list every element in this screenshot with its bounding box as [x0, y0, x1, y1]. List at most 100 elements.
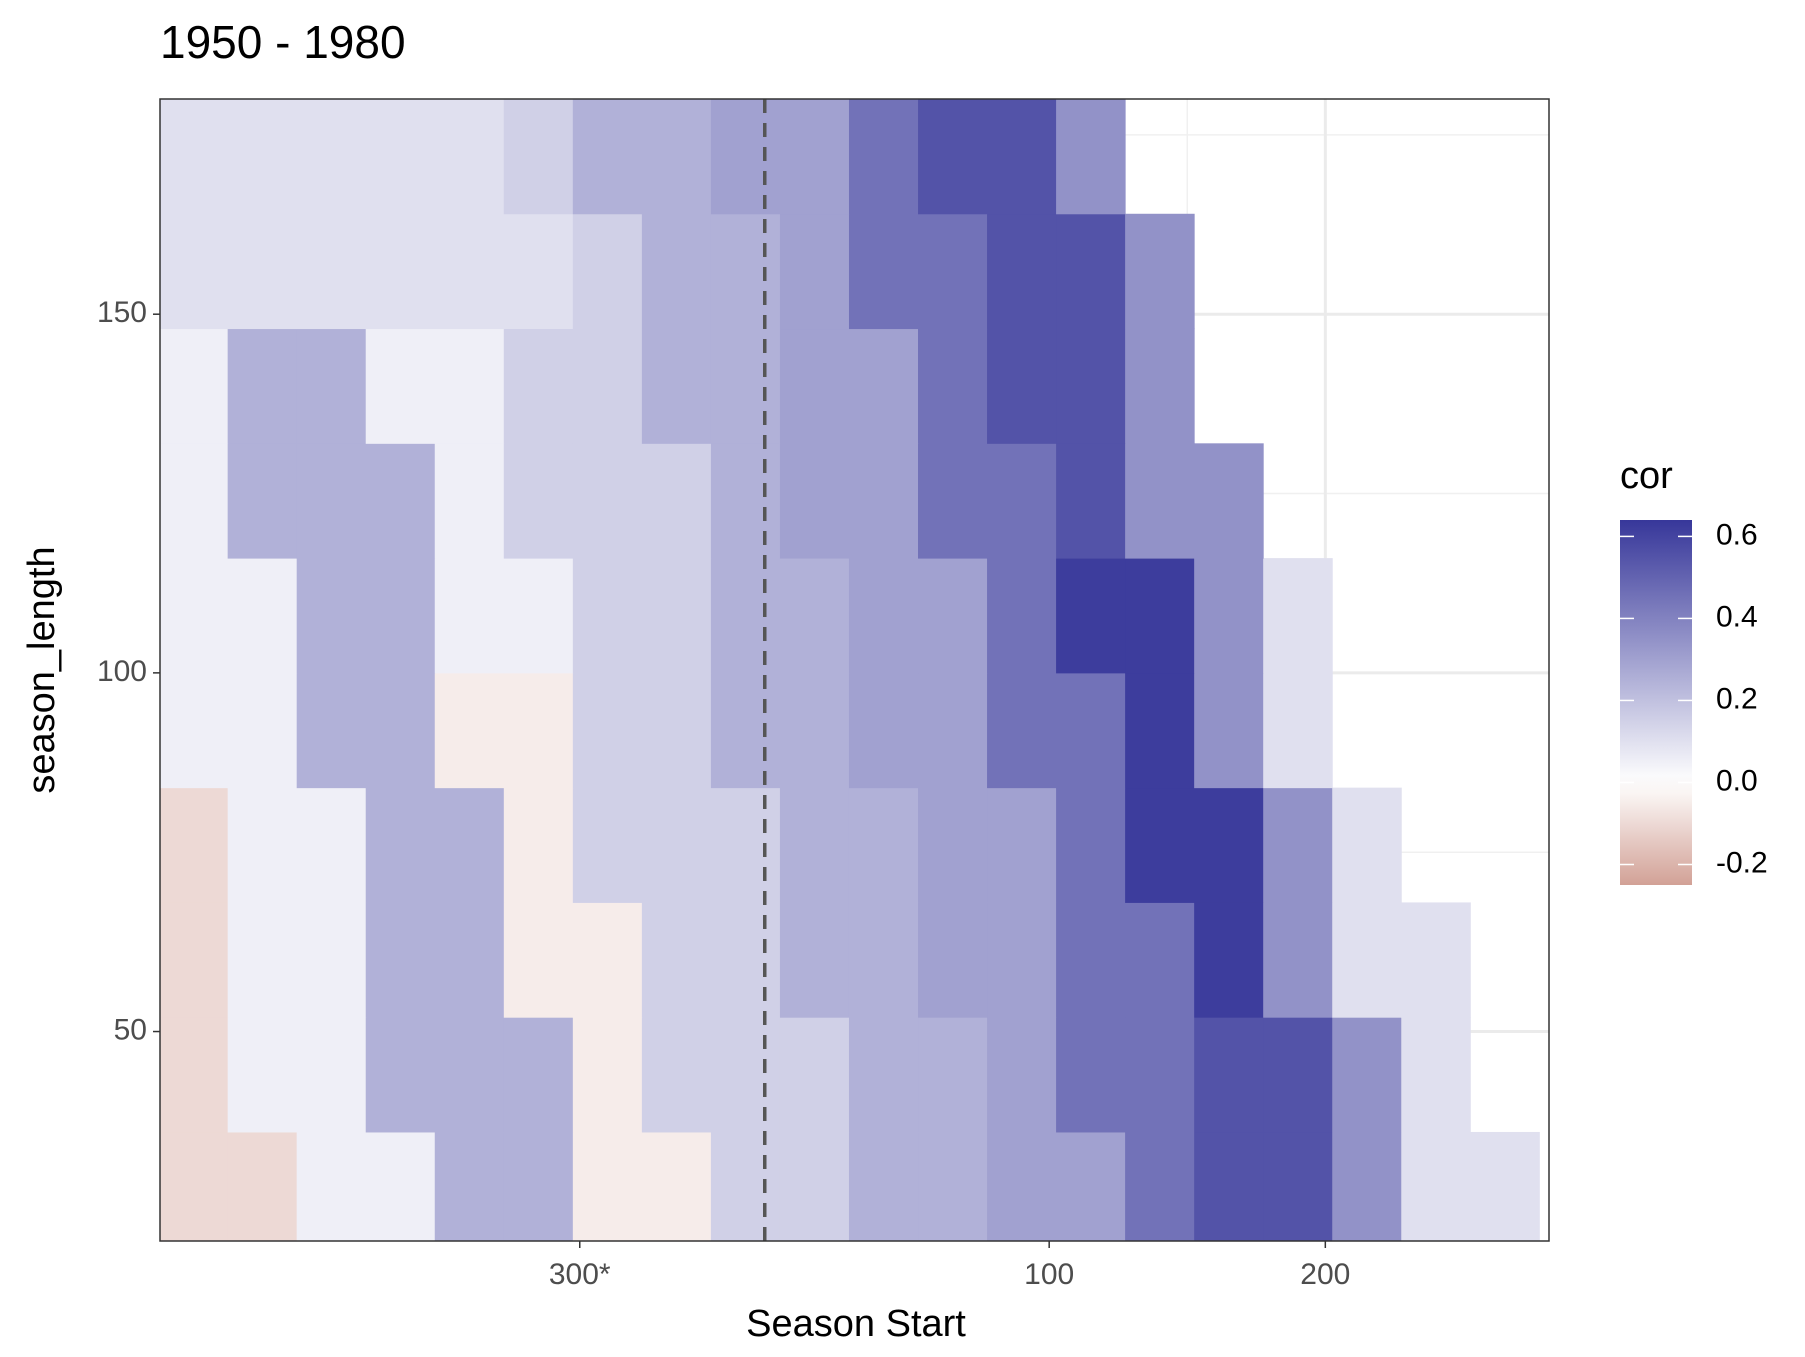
heat-cell — [848, 672, 919, 789]
heat-cell — [227, 902, 298, 1018]
heat-cell — [1332, 787, 1402, 903]
heat-cell — [572, 787, 643, 903]
heat-cell — [572, 328, 643, 444]
heat-cell — [1056, 99, 1126, 215]
heat-cell — [503, 672, 574, 789]
heat-cell — [365, 902, 436, 1018]
heat-cell — [434, 558, 505, 674]
heat-cell — [918, 672, 988, 789]
heat-cell — [641, 1131, 712, 1241]
heat-cell — [503, 787, 574, 903]
heat-cell — [710, 902, 781, 1018]
heat-cell — [365, 558, 436, 674]
heat-cell — [572, 558, 643, 674]
heat-cell — [710, 787, 781, 903]
heat-cell — [1056, 787, 1126, 903]
heat-cell — [710, 672, 781, 789]
heat-cell — [987, 328, 1057, 444]
heat-cell — [227, 213, 298, 330]
heat-cell — [1194, 558, 1264, 674]
heat-cell — [572, 672, 643, 789]
heat-cell — [1125, 672, 1195, 789]
heat-cell — [503, 558, 574, 674]
heat-cell — [572, 902, 643, 1018]
heat-cell — [779, 787, 850, 903]
heat-cell — [1125, 1017, 1195, 1133]
heat-cell — [1401, 1131, 1471, 1241]
heat-cell — [296, 902, 367, 1018]
heat-cell — [1263, 1131, 1333, 1241]
heat-cell — [1194, 1017, 1264, 1133]
heat-cell — [1401, 902, 1471, 1018]
heat-cell — [434, 1131, 505, 1241]
heat-cell — [227, 328, 298, 444]
heat-cell — [918, 558, 988, 674]
heat-cell — [779, 558, 850, 674]
heat-cell — [1263, 672, 1333, 789]
heat-cell — [296, 787, 367, 903]
heat-cell — [918, 328, 988, 444]
heat-cell — [365, 672, 436, 789]
panel-border — [159, 98, 1550, 1242]
heat-cell — [1056, 902, 1126, 1018]
heat-cell — [1056, 558, 1126, 674]
heat-cell — [641, 1017, 712, 1133]
heat-cell — [365, 213, 436, 330]
heat-cell — [503, 213, 574, 330]
heat-cell — [434, 1017, 505, 1133]
heat-cell — [848, 787, 919, 903]
heat-cell — [160, 787, 229, 903]
heat-cell — [365, 443, 436, 559]
heat-cell — [296, 328, 367, 444]
colorbar — [1620, 520, 1692, 885]
heat-cell — [641, 328, 712, 444]
heat-cell — [1332, 1017, 1402, 1133]
heat-cell — [365, 787, 436, 903]
heat-cell — [779, 443, 850, 559]
heat-cell — [641, 213, 712, 330]
heat-cell — [1125, 443, 1195, 559]
heat-cell — [572, 1131, 643, 1241]
heat-cell — [160, 328, 229, 444]
heat-cell — [848, 1017, 919, 1133]
heat-cell — [503, 1017, 574, 1133]
x-tick-label: 200 — [1300, 1258, 1350, 1291]
heat-cell — [1056, 1131, 1126, 1241]
heat-cell — [227, 99, 298, 215]
heat-cell — [572, 1017, 643, 1133]
legend-label: -0.2 — [1716, 846, 1768, 879]
heat-cell — [296, 672, 367, 789]
heat-cell — [848, 213, 919, 330]
heat-cell — [987, 672, 1057, 789]
heat-cell — [503, 902, 574, 1018]
heat-cell — [1332, 902, 1402, 1018]
heat-cell — [503, 1131, 574, 1241]
heat-cell — [1056, 1017, 1126, 1133]
heat-cell — [434, 328, 505, 444]
heat-cell — [918, 1017, 988, 1133]
heat-cell — [987, 213, 1057, 330]
heat-cell — [641, 787, 712, 903]
legend-title: cor — [1620, 455, 1673, 497]
heat-cell — [779, 213, 850, 330]
y-tick-label: 100 — [97, 655, 147, 688]
heat-cell — [296, 1131, 367, 1241]
heat-cell — [1125, 328, 1195, 444]
heat-cell — [710, 99, 781, 215]
heat-cell — [1194, 787, 1264, 903]
heat-cell — [779, 902, 850, 1018]
heat-cell — [987, 1131, 1057, 1241]
heat-cell — [365, 1017, 436, 1133]
heat-cell — [503, 443, 574, 559]
heat-cell — [641, 902, 712, 1018]
heat-cell — [1125, 1131, 1195, 1241]
heat-cell — [987, 787, 1057, 903]
heat-cell — [779, 672, 850, 789]
heat-cell — [572, 213, 643, 330]
heat-cell — [1125, 787, 1195, 903]
heat-cell — [710, 558, 781, 674]
heat-cell — [296, 213, 367, 330]
heat-cell — [160, 1131, 229, 1241]
heat-cell — [1194, 672, 1264, 789]
